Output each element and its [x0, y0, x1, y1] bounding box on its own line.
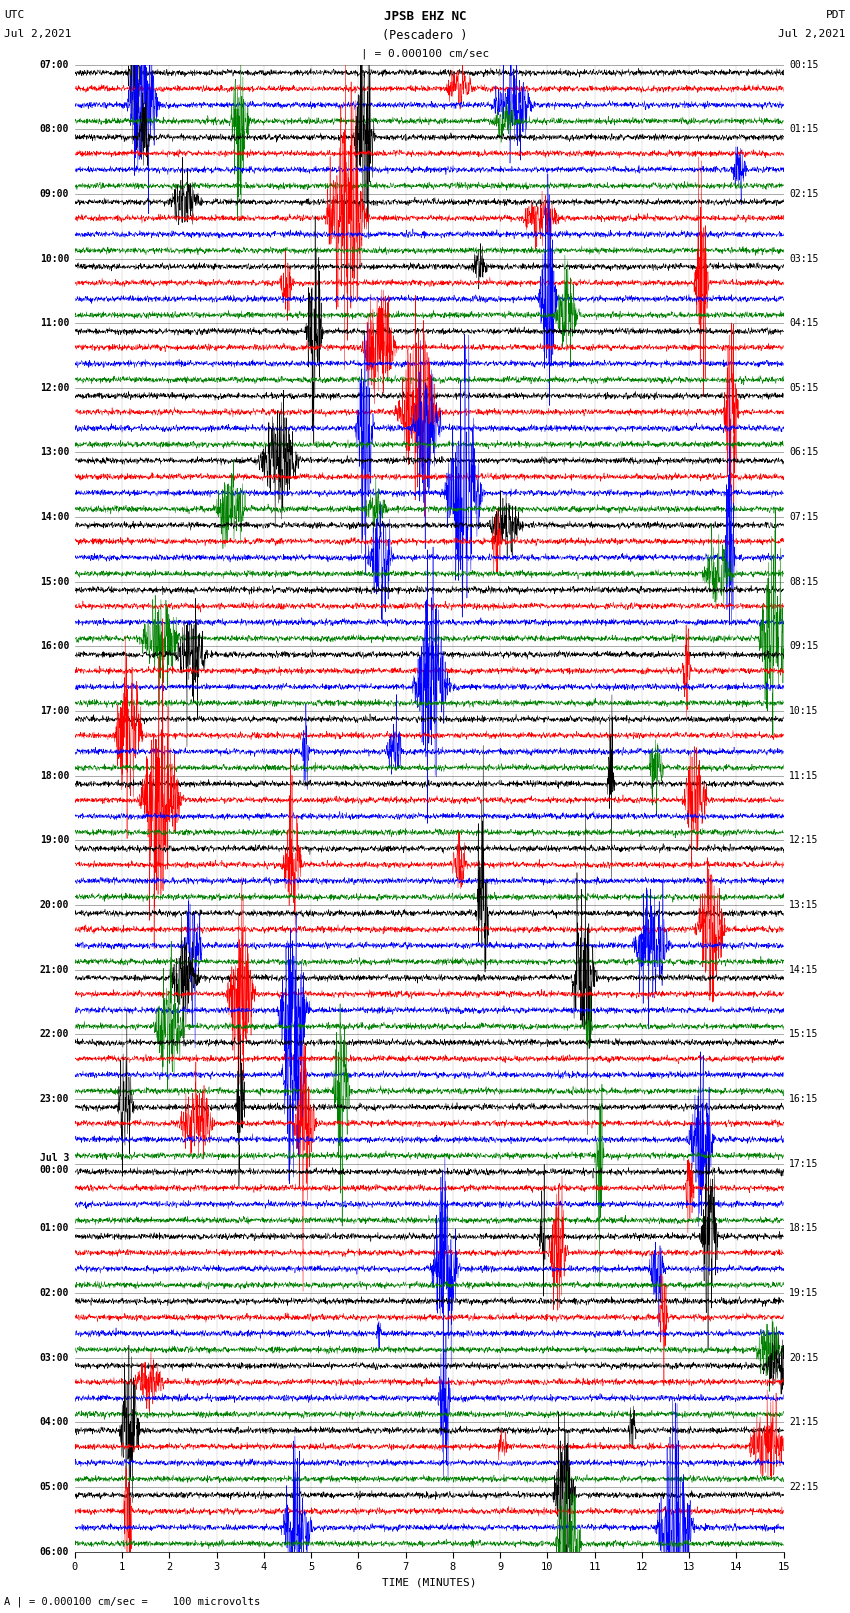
Text: 23:00: 23:00: [40, 1094, 69, 1103]
Text: 06:15: 06:15: [790, 447, 819, 458]
Text: | = 0.000100 cm/sec: | = 0.000100 cm/sec: [361, 48, 489, 60]
Text: 01:15: 01:15: [790, 124, 819, 134]
Text: 03:15: 03:15: [790, 253, 819, 263]
Text: 21:00: 21:00: [40, 965, 69, 974]
Text: 11:15: 11:15: [790, 771, 819, 781]
Text: 14:15: 14:15: [790, 965, 819, 974]
Text: 19:00: 19:00: [40, 836, 69, 845]
X-axis label: TIME (MINUTES): TIME (MINUTES): [382, 1578, 477, 1587]
Text: 16:15: 16:15: [790, 1094, 819, 1103]
Text: 10:15: 10:15: [790, 706, 819, 716]
Text: A | = 0.000100 cm/sec =    100 microvolts: A | = 0.000100 cm/sec = 100 microvolts: [4, 1595, 260, 1607]
Text: UTC: UTC: [4, 10, 25, 19]
Text: 00:15: 00:15: [790, 60, 819, 69]
Text: 20:15: 20:15: [790, 1353, 819, 1363]
Text: JPSB EHZ NC: JPSB EHZ NC: [383, 10, 467, 23]
Text: 09:15: 09:15: [790, 642, 819, 652]
Text: 05:00: 05:00: [40, 1482, 69, 1492]
Text: 07:00: 07:00: [40, 60, 69, 69]
Text: 15:15: 15:15: [790, 1029, 819, 1039]
Text: 03:00: 03:00: [40, 1353, 69, 1363]
Text: 22:00: 22:00: [40, 1029, 69, 1039]
Text: 08:00: 08:00: [40, 124, 69, 134]
Text: 20:00: 20:00: [40, 900, 69, 910]
Text: 15:00: 15:00: [40, 577, 69, 587]
Text: 02:00: 02:00: [40, 1289, 69, 1298]
Text: (Pescadero ): (Pescadero ): [382, 29, 468, 42]
Text: 04:00: 04:00: [40, 1418, 69, 1428]
Text: 10:00: 10:00: [40, 253, 69, 263]
Text: 16:00: 16:00: [40, 642, 69, 652]
Text: 05:15: 05:15: [790, 382, 819, 394]
Text: 08:15: 08:15: [790, 577, 819, 587]
Text: 12:00: 12:00: [40, 382, 69, 394]
Text: Jul 2,2021: Jul 2,2021: [779, 29, 846, 39]
Text: Jul 3
00:00: Jul 3 00:00: [40, 1153, 69, 1174]
Text: 04:15: 04:15: [790, 318, 819, 327]
Text: 01:00: 01:00: [40, 1223, 69, 1234]
Text: 14:00: 14:00: [40, 513, 69, 523]
Text: 18:00: 18:00: [40, 771, 69, 781]
Text: 17:15: 17:15: [790, 1158, 819, 1169]
Text: 09:00: 09:00: [40, 189, 69, 198]
Text: 17:00: 17:00: [40, 706, 69, 716]
Text: Jul 2,2021: Jul 2,2021: [4, 29, 71, 39]
Text: 06:00: 06:00: [40, 1547, 69, 1557]
Text: 11:00: 11:00: [40, 318, 69, 327]
Text: 18:15: 18:15: [790, 1223, 819, 1234]
Text: 07:15: 07:15: [790, 513, 819, 523]
Text: PDT: PDT: [825, 10, 846, 19]
Text: 12:15: 12:15: [790, 836, 819, 845]
Text: 21:15: 21:15: [790, 1418, 819, 1428]
Text: 13:00: 13:00: [40, 447, 69, 458]
Text: 19:15: 19:15: [790, 1289, 819, 1298]
Text: 02:15: 02:15: [790, 189, 819, 198]
Text: 13:15: 13:15: [790, 900, 819, 910]
Text: 22:15: 22:15: [790, 1482, 819, 1492]
